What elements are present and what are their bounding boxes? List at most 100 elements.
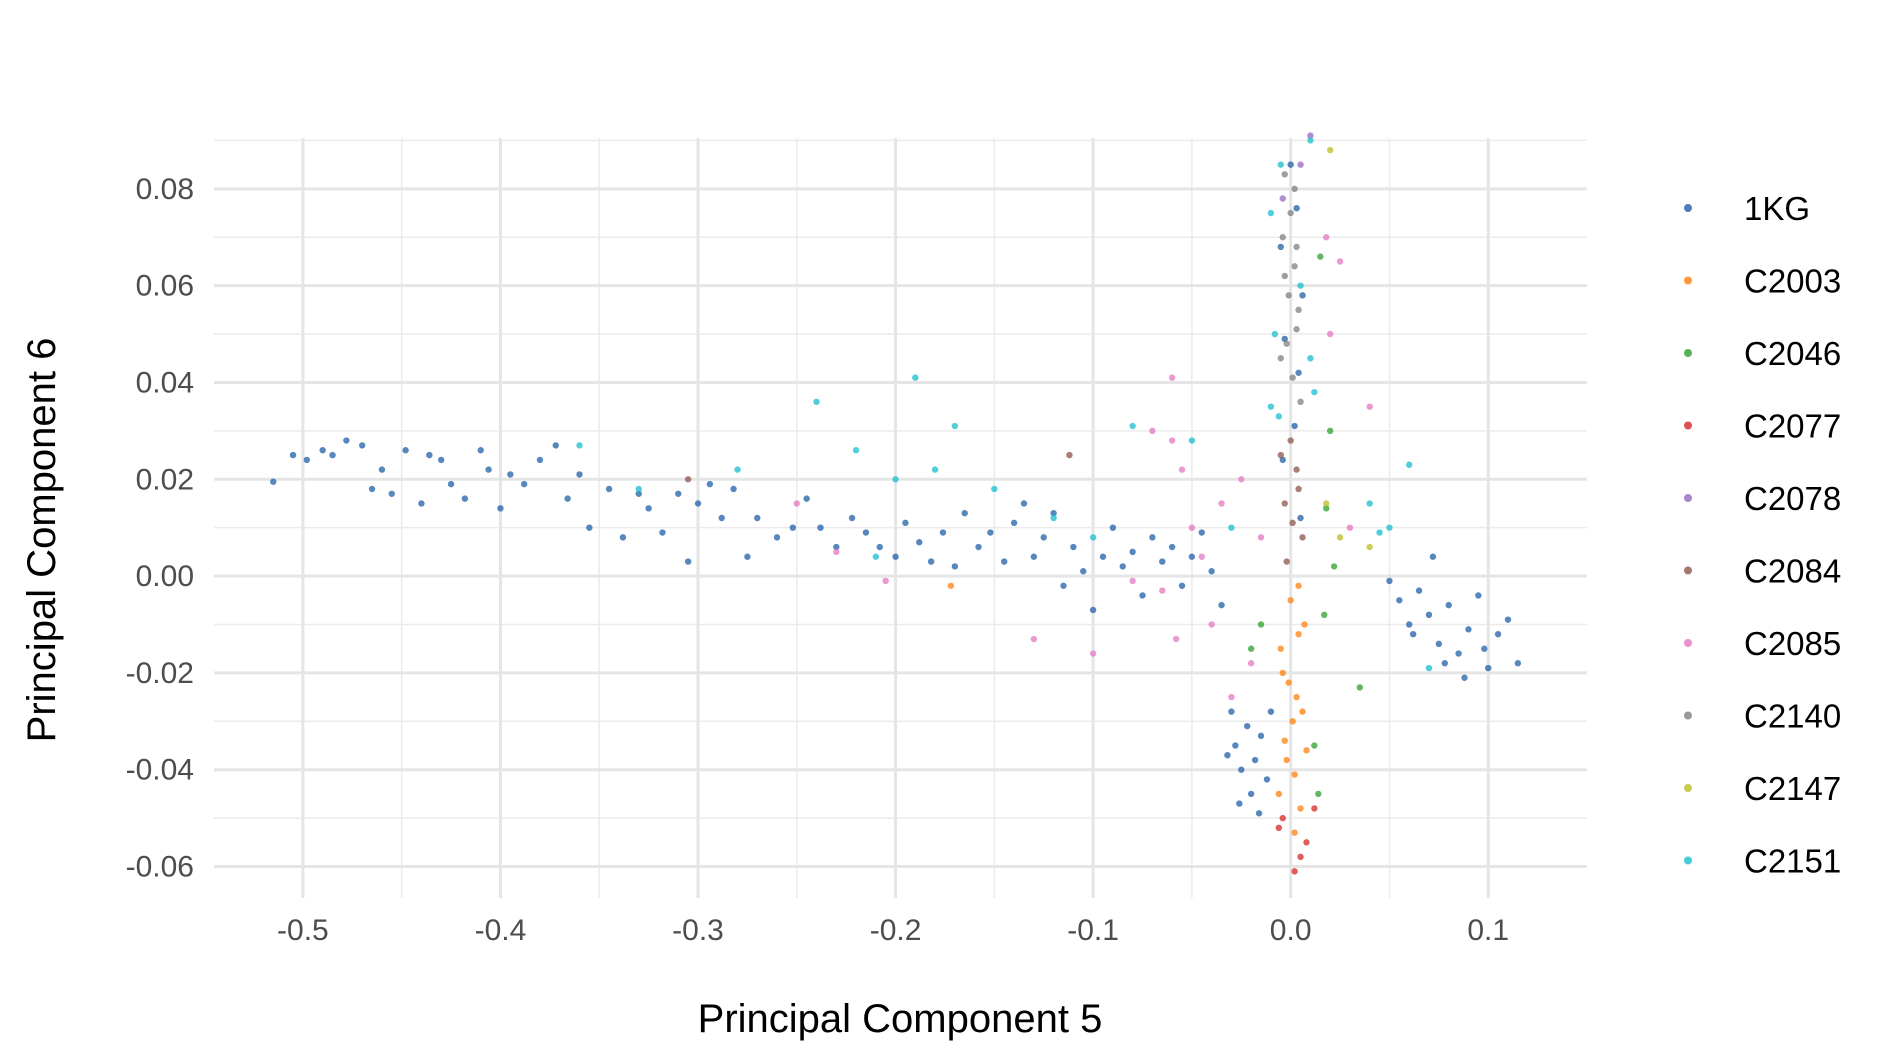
- data-point: [1291, 771, 1298, 778]
- data-point: [916, 539, 923, 546]
- data-point: [1159, 587, 1166, 594]
- data-point: [1297, 853, 1304, 861]
- data-point: [1311, 742, 1318, 749]
- data-point: [447, 480, 455, 488]
- data-point: [1050, 509, 1057, 517]
- data-point: [1178, 582, 1186, 589]
- data-point: [619, 534, 627, 541]
- data-point: [1283, 340, 1290, 347]
- legend-key-marker: [1684, 276, 1692, 285]
- data-point: [1257, 732, 1265, 740]
- data-point: [1291, 185, 1298, 193]
- data-point: [1295, 630, 1302, 638]
- data-point: [1435, 640, 1443, 648]
- data-point: [1198, 553, 1205, 560]
- data-point: [1070, 543, 1077, 551]
- y-tick-label: -0.06: [126, 851, 194, 884]
- data-point: [1287, 437, 1294, 444]
- data-point: [951, 422, 959, 430]
- data-point: [1178, 466, 1186, 473]
- data-point: [1281, 500, 1288, 507]
- legend-key-marker: [1684, 711, 1692, 720]
- legend-item: C2046: [1684, 335, 1841, 372]
- legend-key-marker: [1684, 494, 1692, 502]
- data-point: [852, 447, 860, 454]
- legend-label: C2003: [1744, 263, 1841, 300]
- data-point: [1188, 437, 1196, 444]
- data-point: [1376, 529, 1383, 536]
- data-point: [744, 553, 751, 560]
- data-point: [1168, 543, 1176, 551]
- legend-label: C2046: [1744, 335, 1841, 372]
- data-point: [813, 398, 820, 406]
- data-point: [872, 553, 880, 560]
- y-tick-label: 0.06: [136, 270, 194, 303]
- data-point: [1247, 790, 1255, 798]
- data-point: [1218, 601, 1225, 609]
- data-point: [927, 558, 935, 565]
- data-point: [552, 442, 559, 449]
- data-point: [343, 437, 350, 444]
- data-point: [1060, 582, 1067, 589]
- legend-label: C2077: [1744, 408, 1841, 445]
- data-point: [426, 451, 433, 459]
- data-point: [1409, 630, 1417, 638]
- data-point: [1168, 374, 1176, 381]
- x-tick-label: -0.1: [1067, 914, 1119, 947]
- x-tick-label: -0.5: [277, 914, 329, 947]
- scatter-points: [270, 132, 1522, 875]
- data-point: [902, 519, 909, 527]
- data-point: [1485, 664, 1492, 672]
- data-point: [1129, 422, 1136, 430]
- data-point: [564, 495, 571, 502]
- legend-item: C2140: [1684, 698, 1841, 735]
- series-C2077: [1275, 805, 1318, 875]
- data-point: [848, 514, 856, 522]
- data-point: [939, 529, 947, 536]
- legend-key-marker: [1684, 856, 1692, 865]
- data-point: [1441, 660, 1448, 667]
- series-C2046: [1247, 253, 1364, 798]
- data-point: [289, 451, 297, 459]
- data-point: [1168, 437, 1176, 444]
- data-point: [576, 442, 583, 449]
- data-point: [1149, 534, 1156, 541]
- data-point: [951, 563, 959, 570]
- data-point: [1089, 534, 1097, 541]
- data-point: [833, 548, 840, 556]
- data-point: [1396, 597, 1403, 604]
- data-point: [1271, 330, 1279, 338]
- data-point: [1277, 161, 1284, 168]
- data-point: [1293, 326, 1300, 333]
- data-point: [1099, 553, 1107, 560]
- data-point: [817, 524, 824, 531]
- data-point: [1001, 558, 1008, 565]
- data-point: [1279, 669, 1286, 677]
- data-point: [1323, 500, 1330, 507]
- y-tick-label: -0.04: [126, 754, 194, 787]
- data-point: [734, 466, 741, 473]
- data-point: [1010, 519, 1018, 527]
- data-point: [1366, 543, 1373, 551]
- data-point: [1149, 427, 1156, 435]
- data-point: [1346, 524, 1354, 531]
- series-C2140: [1277, 171, 1304, 406]
- data-point: [1297, 161, 1304, 168]
- data-point: [1228, 693, 1235, 701]
- data-point: [1293, 243, 1300, 251]
- series-1KG: [270, 161, 1522, 817]
- data-point: [1267, 403, 1275, 410]
- data-point: [1066, 451, 1073, 459]
- data-point: [1475, 592, 1482, 599]
- data-point: [694, 500, 702, 507]
- legend-key-marker: [1684, 639, 1692, 647]
- data-point: [1257, 621, 1265, 628]
- x-tick-label: -0.4: [475, 914, 527, 947]
- series-C2151: [576, 137, 1433, 672]
- data-point: [947, 582, 955, 589]
- data-point: [1089, 606, 1097, 614]
- data-point: [1326, 146, 1334, 154]
- legend-item: C2078: [1684, 480, 1841, 517]
- data-point: [418, 500, 425, 507]
- data-point: [659, 529, 666, 536]
